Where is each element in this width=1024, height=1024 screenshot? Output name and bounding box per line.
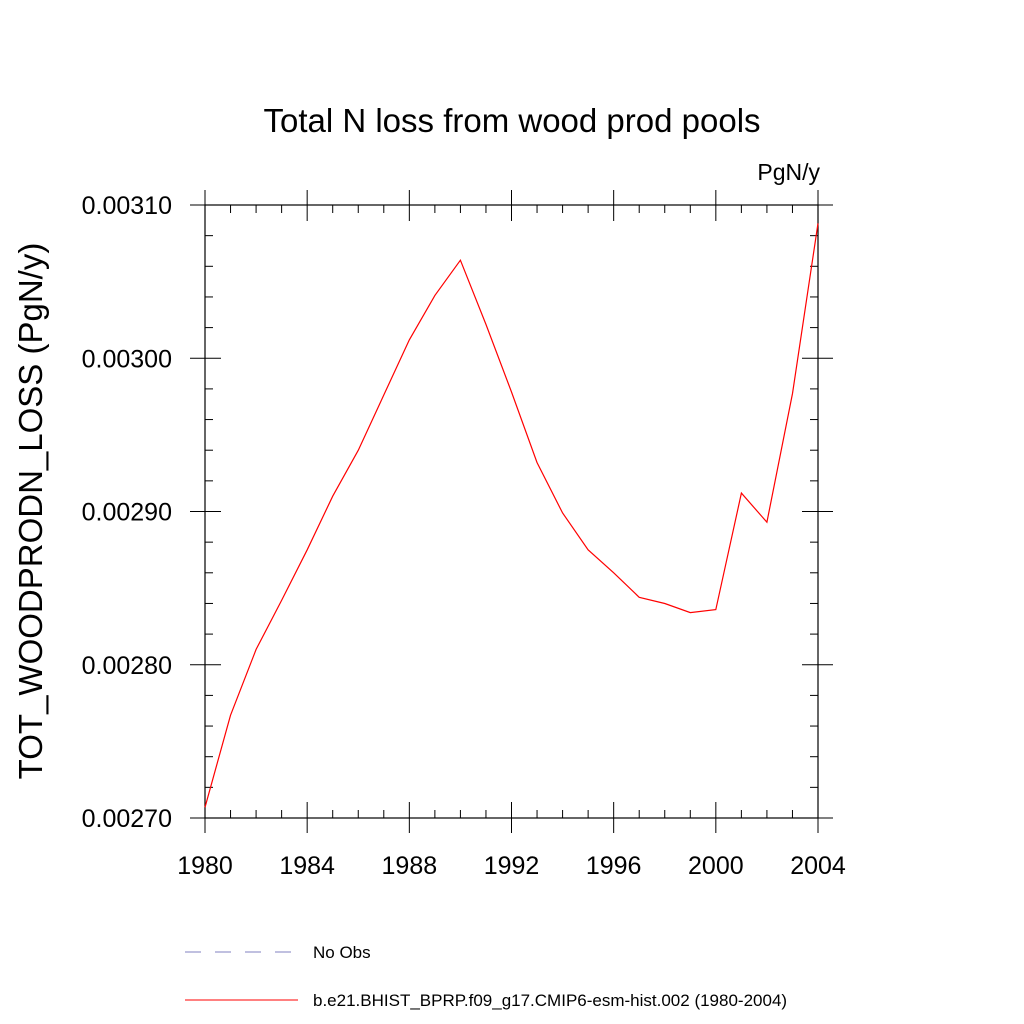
x-tick-label: 1988 (382, 852, 438, 880)
chart-title: Total N loss from wood prod pools (263, 102, 760, 139)
y-tick-label: 0.00280 (82, 652, 172, 680)
y-tick-label: 0.00310 (82, 192, 172, 220)
x-tick-label: 2004 (790, 852, 846, 880)
plot-frame (204, 204, 819, 819)
y-axis-label: TOT_WOODPRODN_LOSS (PgN/y) (12, 243, 49, 780)
axis-tick-labels: 1980 1984 1988 1992 1996 2000 2004 0.00270 0.002… (82, 192, 846, 880)
x-tick-label: 1996 (586, 852, 642, 880)
units-label: PgN/y (757, 159, 820, 185)
legend-label: No Obs (313, 943, 371, 962)
x-tick-label: 1992 (484, 852, 540, 880)
legend: No Obs b.e21.BHIST_BPRP.f09_g17.CMIP6-esm… (185, 943, 787, 1010)
series-line (204, 223, 819, 808)
legend-label: b.e21.BHIST_BPRP.f09_g17.CMIP6-esm-hist.… (313, 991, 787, 1010)
series-layer (204, 223, 819, 808)
x-tick-label: 2000 (688, 852, 744, 880)
y-tick-label: 0.00270 (82, 805, 172, 833)
y-tick-label: 0.00300 (82, 345, 172, 373)
x-tick-label: 1984 (279, 852, 335, 880)
axis-ticks (190, 190, 833, 833)
x-tick-label: 1980 (177, 852, 233, 880)
y-tick-label: 0.00290 (82, 499, 172, 527)
